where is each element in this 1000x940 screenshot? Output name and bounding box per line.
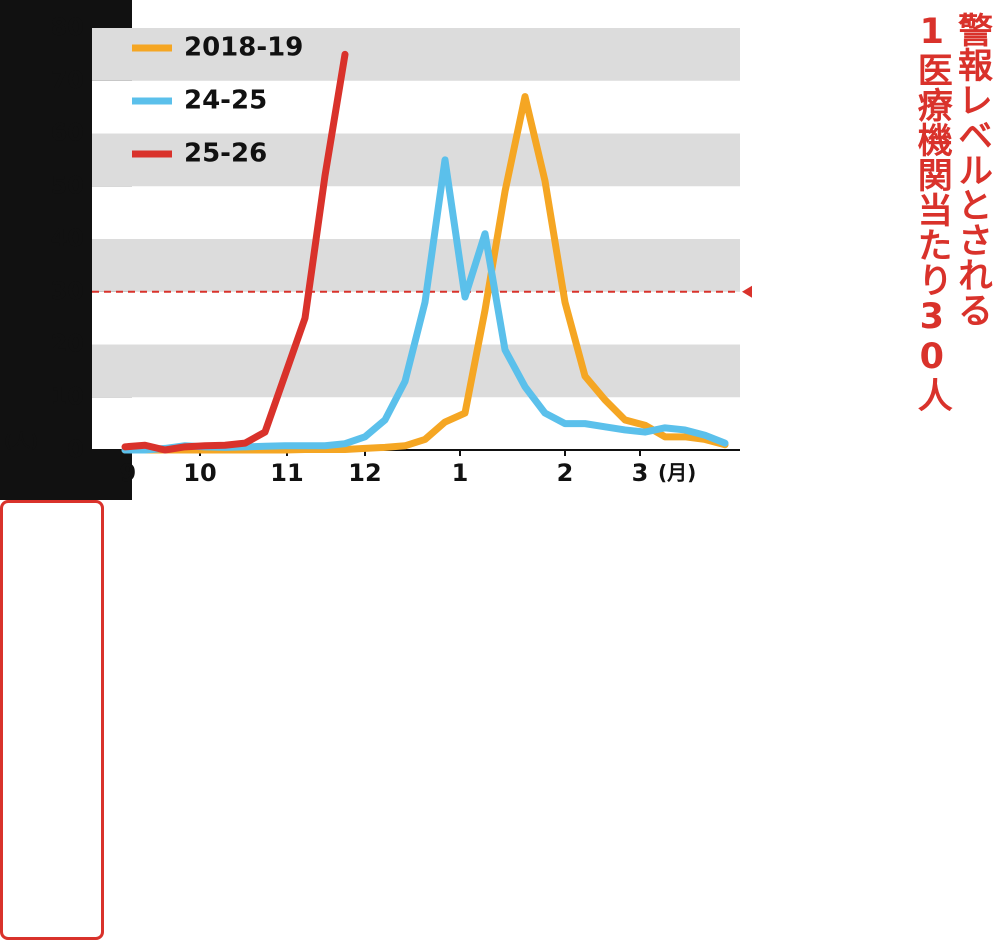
x-tick-label: 11	[270, 459, 303, 487]
x-tick-label: 1	[452, 459, 469, 487]
x-unit-label: (月)	[658, 461, 696, 485]
x-tick-label: 10	[183, 459, 216, 487]
grid-band	[92, 133, 740, 187]
y-tick-label: 50	[51, 171, 84, 199]
x-tick-label: 9	[120, 459, 137, 487]
grid-band	[92, 186, 740, 239]
grid-band	[92, 239, 740, 292]
y-unit-label: (人)	[4, 431, 38, 452]
y-tick-label: 0	[67, 435, 84, 463]
annotation-line: 警報レベルとされる	[952, 12, 992, 327]
chart-title: 定点当たりの県内 インフルエンザ患者数	[886, 6, 993, 466]
y-tick-label: 10	[51, 382, 84, 410]
x-tick-label: 2	[557, 459, 574, 487]
grid-band	[92, 80, 740, 134]
annotation-line: 1医療機関当たり30人	[911, 12, 952, 412]
grid-band	[92, 28, 740, 81]
x-tick-label: 12	[348, 459, 381, 487]
legend-label: 25-26	[184, 139, 267, 169]
y-tick-label: 80	[51, 13, 84, 41]
y-tick-label: 20	[51, 330, 84, 358]
y-tick-label: 60	[51, 119, 84, 147]
series-line	[121, 50, 349, 454]
title-line: インフルエンザ患者数	[886, 6, 941, 466]
annotation: 警報レベルとされる 1医療機関当たり30人	[911, 12, 992, 412]
legend-label: 2018-19	[184, 33, 303, 63]
title-line: 定点当たりの県内	[939, 6, 993, 374]
y-tick-label: 30	[51, 277, 84, 305]
y-tick-label: 40	[51, 224, 84, 252]
annotation-box: 警報レベルとされる 1医療機関当たり30人	[0, 12, 992, 940]
legend-label: 24-25	[184, 86, 267, 116]
grid-band	[92, 344, 740, 398]
threshold-arrow	[742, 285, 752, 298]
x-tick-label: 3	[632, 459, 649, 487]
y-tick-label: 70	[51, 66, 84, 94]
